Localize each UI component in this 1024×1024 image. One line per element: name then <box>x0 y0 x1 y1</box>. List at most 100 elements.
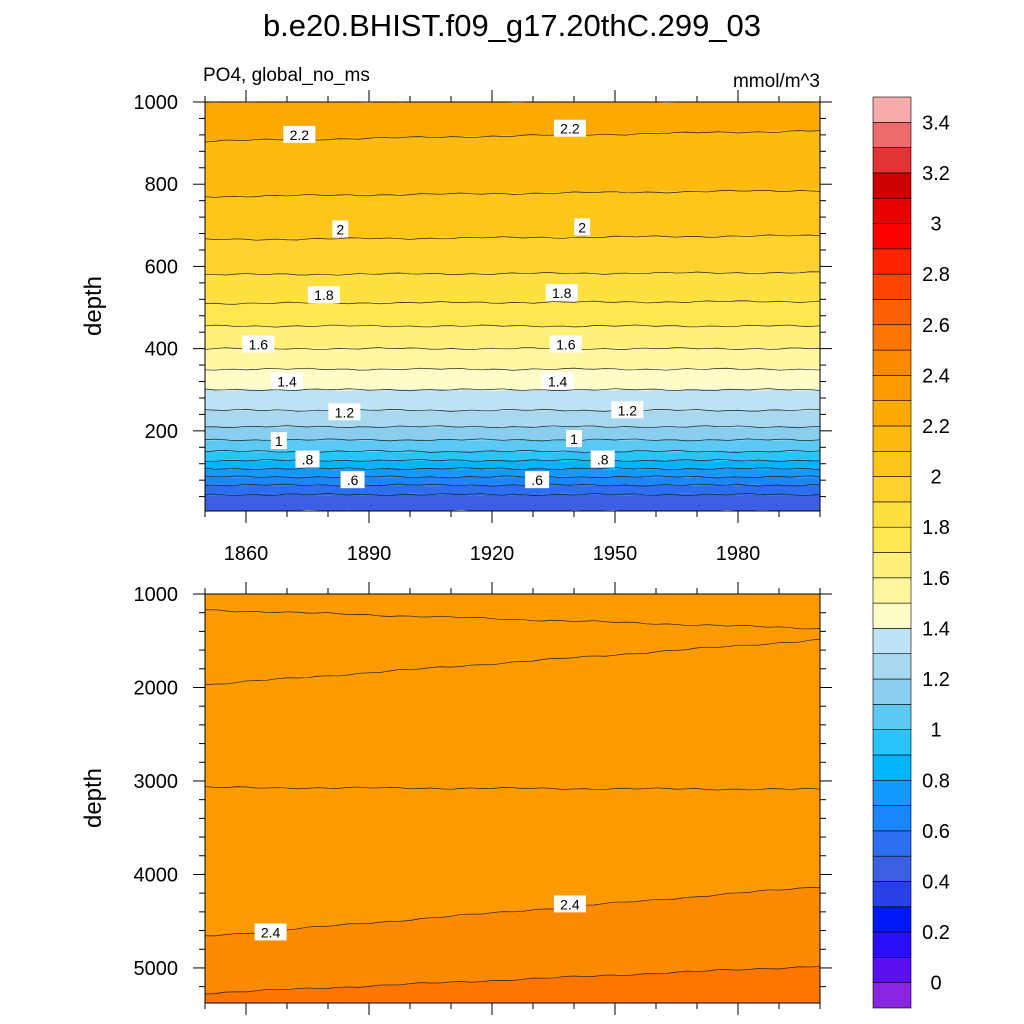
upper-x-ticks: 1860 1890 1920 1950 1980 <box>204 90 821 565</box>
contour-label: 2.2 <box>290 127 310 143</box>
colorbar-box <box>872 855 912 882</box>
colorbar-box <box>872 754 912 781</box>
contour-label-box <box>340 471 365 489</box>
contour-line <box>205 438 820 442</box>
colorbar-box <box>872 223 912 250</box>
colorbar-box <box>872 982 912 1009</box>
colorbar-label: 1.2 <box>922 669 950 691</box>
contour-line <box>205 408 820 412</box>
contour-line <box>205 271 820 276</box>
fill-band <box>205 189 820 241</box>
colorbar-label: 1.8 <box>922 517 950 539</box>
colorbar-box <box>872 805 912 832</box>
colorbar-box <box>872 147 912 174</box>
contour-label-box <box>566 430 582 448</box>
lower-contour-lines <box>205 609 820 995</box>
colorbar-box <box>872 172 912 199</box>
contour-label: .6 <box>531 472 543 488</box>
fill-band <box>205 886 820 994</box>
colorbar-box <box>872 425 912 452</box>
fill-band <box>205 786 820 937</box>
colorbar-box <box>872 931 912 958</box>
colorbar-box <box>872 704 912 730</box>
colorbar-label: 3.4 <box>922 112 950 134</box>
fill-band <box>205 459 820 470</box>
contour-label: 2.4 <box>261 924 281 940</box>
colorbar-box <box>872 729 912 756</box>
contour-line <box>205 425 820 429</box>
x-tick-label: 1920 <box>470 543 515 565</box>
y-tick-label: 5000 <box>134 958 179 980</box>
colorbar-labels: 3.4 3.2 3 2.8 2.6 2.4 2.2 2 1.8 1.6 1.4 1.2 1 0.8 0.6 0… <box>922 112 950 994</box>
contour-line <box>205 493 820 496</box>
lower-contour-labels: 2.4 2.4 <box>254 895 586 941</box>
contour-label-box <box>611 401 644 419</box>
contour-label-box <box>553 119 586 137</box>
upper-y-ticks: 200 400 600 800 1000 <box>134 92 832 498</box>
lower-fill-bands <box>205 594 820 1003</box>
fill-band <box>205 438 820 453</box>
fill-band <box>205 388 820 412</box>
contour-label: 2.2 <box>560 121 580 137</box>
colorbar-label: 2 <box>930 467 941 489</box>
contour-label: 1.6 <box>556 337 576 353</box>
colorbar-box <box>872 552 912 579</box>
colorbar-box <box>872 299 912 326</box>
contour-label-box <box>271 372 303 390</box>
contour-label-box <box>525 471 550 489</box>
fill-band <box>205 450 820 462</box>
contour-label: 1.6 <box>249 337 269 353</box>
colorbar-box <box>872 779 912 806</box>
contour-label: 1.2 <box>335 404 355 420</box>
contour-label: 2.4 <box>560 896 580 912</box>
contour-line <box>205 475 820 479</box>
contour-label: 1.4 <box>548 374 568 390</box>
contour-line <box>205 609 820 630</box>
contour-label-box <box>541 372 574 390</box>
y-tick-label: 1000 <box>134 92 179 114</box>
colorbar-box <box>872 653 912 680</box>
contour-line <box>205 966 820 995</box>
fill-band <box>205 300 820 328</box>
colorbar-box <box>872 324 912 351</box>
contour-line <box>205 324 820 328</box>
colorbar-box <box>872 881 912 908</box>
contour-line <box>205 388 820 392</box>
colorbar-box <box>872 122 912 148</box>
colorbar-box <box>872 349 912 376</box>
colorbar-label: 0.8 <box>922 770 950 792</box>
y-tick-label: 400 <box>145 339 178 361</box>
lower-x-ticks <box>204 582 821 1015</box>
fill-band <box>205 594 820 629</box>
contour-label-box <box>545 284 578 302</box>
contour-line <box>205 638 820 686</box>
upper-plot-frame <box>204 101 821 512</box>
fill-band <box>205 368 820 391</box>
fill-band <box>205 966 820 1003</box>
colorbar-label: 0.4 <box>922 871 950 893</box>
colorbar-label: 1.6 <box>922 568 950 590</box>
fill-band <box>205 425 820 441</box>
colorbar-label: 3 <box>930 214 941 236</box>
fill-band <box>205 130 820 197</box>
contour-line <box>205 300 820 305</box>
y-tick-label: 600 <box>145 256 178 278</box>
contour-label-box <box>549 335 582 353</box>
contour-line <box>205 483 820 487</box>
colorbar-label: 3.2 <box>922 163 950 185</box>
variable-subtitle: PO4, global_no_ms <box>203 65 370 86</box>
fill-band <box>205 493 820 511</box>
lower-y-ticks: 1000 2000 3000 4000 5000 <box>134 584 832 988</box>
contour-label-box <box>307 286 340 304</box>
contour-line <box>205 367 820 371</box>
colorbar-label: 0.2 <box>922 922 950 944</box>
colorbar-box <box>872 375 912 401</box>
colorbar-box <box>872 830 912 857</box>
colorbar-box <box>872 476 912 503</box>
upper-contour-labels: .6 .6 .8 .8 1 1 1.2 1.2 1.4 1.4 1.6 1.6 1.8 1.8 2 2 2.2 2… <box>242 119 644 489</box>
contour-label: 1.8 <box>552 285 572 301</box>
colorbar-box <box>872 906 912 933</box>
colorbar-box <box>872 96 912 123</box>
colorbar-box <box>872 197 912 224</box>
